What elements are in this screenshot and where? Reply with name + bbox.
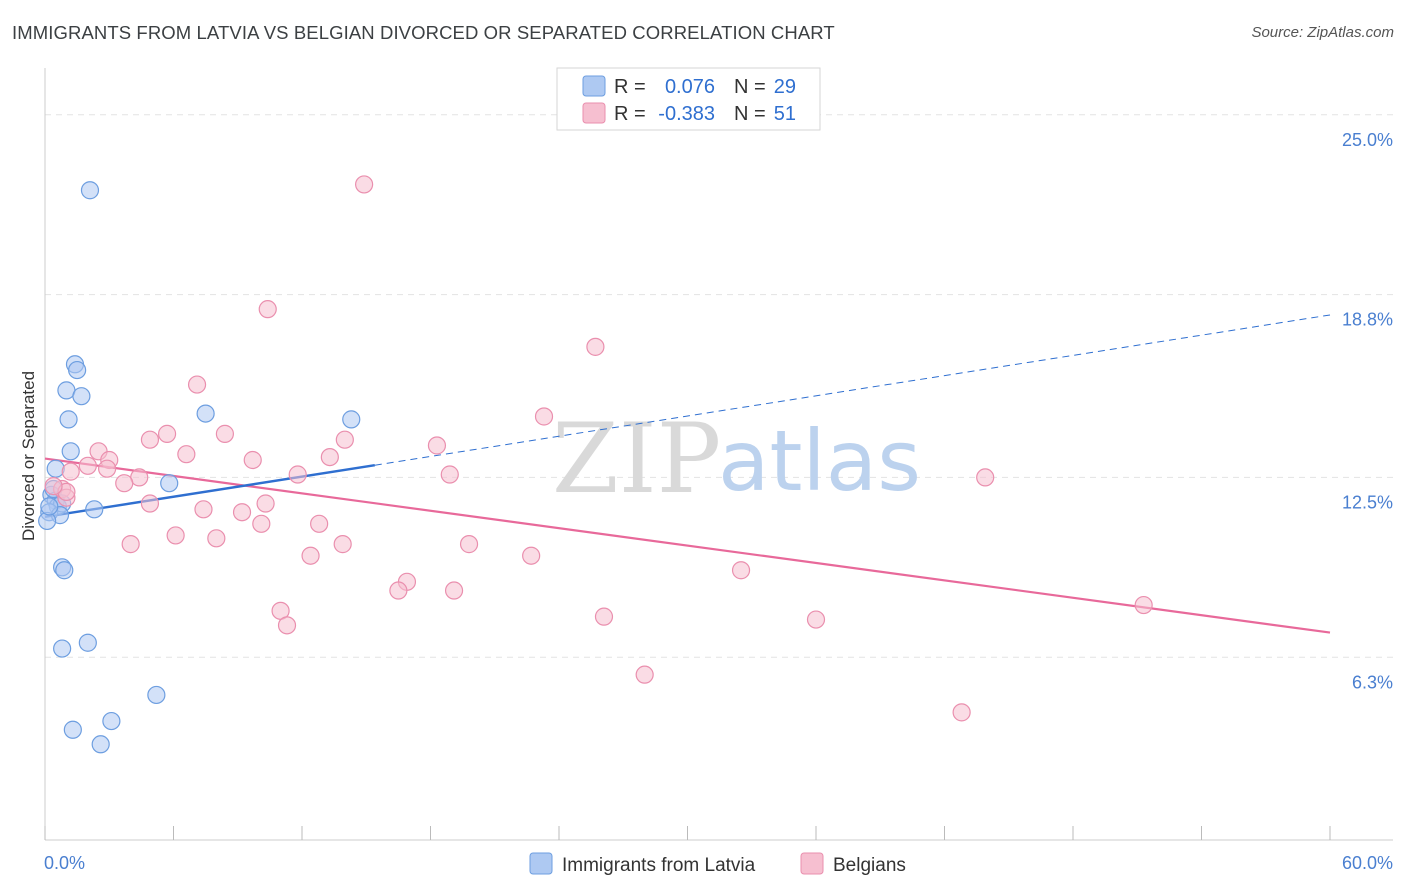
data-point-belgian xyxy=(256,494,275,513)
data-point-latvia xyxy=(61,442,80,461)
legend-r-label-latvia: R = xyxy=(614,76,646,98)
x-tick-labels: 0.0% 60.0% xyxy=(44,853,1393,873)
data-point-latvia xyxy=(91,735,110,754)
data-point-belgian xyxy=(976,468,995,487)
y-tick-labels: 6.3% 12.5% 18.8% 25.0% xyxy=(1342,130,1393,692)
data-point-belgian xyxy=(140,430,160,449)
data-point-belgian xyxy=(44,477,63,496)
data-point-belgian xyxy=(335,430,354,449)
data-point-belgian xyxy=(98,459,117,478)
data-point-latvia xyxy=(68,360,87,380)
data-point-belgian xyxy=(232,503,252,522)
data-point-belgian xyxy=(594,607,614,626)
series-legend: Immigrants from Latvia Belgians xyxy=(529,852,906,876)
data-point-belgian xyxy=(310,514,329,533)
y-axis-label: Divorced or Separated xyxy=(19,371,38,541)
correlation-legend: R = 0.076 N = 29 R = -0.383 N = 51 xyxy=(556,67,821,131)
legend-n-label-belgian: N = xyxy=(734,103,766,125)
data-point-belgian xyxy=(444,581,464,600)
trend-line-latvia-extension xyxy=(374,314,1331,466)
data-point-belgian xyxy=(586,337,605,356)
data-point-belgian xyxy=(333,535,352,554)
data-point-belgian xyxy=(140,494,160,513)
data-point-latvia xyxy=(63,720,82,739)
legend-r-value-latvia: 0.076 xyxy=(665,76,715,98)
legend-r-value-belgian: -0.383 xyxy=(658,103,715,125)
data-point-latvia xyxy=(196,404,215,423)
data-point-belgian xyxy=(177,445,196,464)
data-point-belgian xyxy=(166,526,185,545)
data-point-latvia xyxy=(53,639,72,658)
data-point-belgian xyxy=(635,665,654,684)
data-point-belgian xyxy=(806,610,826,629)
data-point-belgian xyxy=(194,500,213,519)
data-point-belgian xyxy=(320,447,339,467)
data-point-latvia xyxy=(78,633,97,652)
data-point-belgian xyxy=(952,703,971,722)
legend-swatch-latvia xyxy=(582,75,606,97)
trend-line-belgians xyxy=(44,457,1331,634)
bottom-legend-label-belgian: Belgians xyxy=(833,855,906,876)
data-point-latvia xyxy=(59,410,78,429)
bottom-legend-swatch-belgian xyxy=(800,852,824,875)
data-point-latvia xyxy=(40,497,59,516)
data-point-belgian xyxy=(440,465,459,484)
source-credit: Source: ZipAtlas.com xyxy=(1251,24,1394,41)
data-point-belgian xyxy=(243,450,262,470)
data-point-belgian xyxy=(288,465,307,484)
data-point-latvia xyxy=(85,500,104,519)
legend-swatch-belgian xyxy=(582,102,606,124)
data-point-belgian xyxy=(207,529,226,548)
data-point-latvia xyxy=(342,410,361,429)
data-point-belgian xyxy=(121,535,140,554)
data-point-latvia xyxy=(80,181,100,200)
data-point-belgian xyxy=(389,581,408,600)
y-tick-label: 6.3% xyxy=(1352,672,1393,692)
data-point-latvia xyxy=(55,561,74,580)
legend-r-label-belgian: R = xyxy=(614,103,646,125)
y-tick-label: 25.0% xyxy=(1342,130,1393,150)
x-tick-label-max: 60.0% xyxy=(1342,853,1393,873)
axes xyxy=(44,68,1393,841)
series-belgian-points xyxy=(44,175,1153,722)
watermark: ZIP atlas xyxy=(552,403,921,515)
data-point-belgian xyxy=(1134,595,1153,615)
data-point-belgian xyxy=(78,456,97,475)
watermark-zip: ZIP xyxy=(552,403,721,515)
gridlines xyxy=(45,114,1393,658)
data-point-belgian xyxy=(157,424,177,443)
legend-n-label-latvia: N = xyxy=(734,76,766,98)
data-point-belgian xyxy=(534,407,554,426)
data-point-latvia xyxy=(46,459,65,478)
data-point-belgian xyxy=(522,546,541,565)
data-point-belgian xyxy=(61,462,80,481)
data-point-belgian xyxy=(731,561,751,580)
data-point-latvia xyxy=(160,474,179,493)
data-point-belgian xyxy=(258,300,277,319)
data-point-belgian xyxy=(277,616,297,635)
x-tick-label-min: 0.0% xyxy=(44,853,85,873)
data-point-belgian xyxy=(301,546,320,565)
bottom-legend-label-latvia: Immigrants from Latvia xyxy=(562,855,756,876)
data-point-latvia xyxy=(102,711,121,731)
watermark-atlas: atlas xyxy=(718,412,921,510)
data-point-belgian xyxy=(187,375,207,394)
data-point-belgian xyxy=(459,535,479,554)
data-point-belgian xyxy=(115,474,134,493)
data-point-belgian xyxy=(215,424,234,443)
y-tick-label: 12.5% xyxy=(1342,492,1393,512)
chart-title: IMMIGRANTS FROM LATVIA VS BELGIAN DIVORC… xyxy=(12,22,835,43)
data-point-belgian xyxy=(355,175,374,194)
legend-n-value-latvia: 29 xyxy=(774,76,796,98)
y-tick-label: 18.8% xyxy=(1342,310,1393,330)
data-point-latvia xyxy=(147,685,166,705)
data-point-belgian xyxy=(427,436,447,455)
bottom-legend-swatch-latvia xyxy=(529,852,553,875)
data-point-belgian xyxy=(252,514,271,533)
data-point-latvia xyxy=(72,387,91,406)
legend-n-value-belgian: 51 xyxy=(774,103,796,125)
